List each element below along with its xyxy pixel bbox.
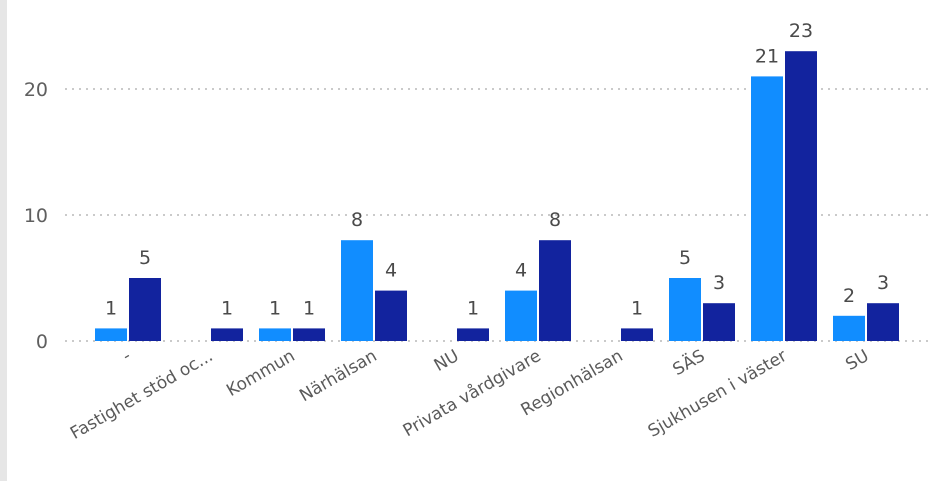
- bar-series2-2: [293, 328, 325, 341]
- x-category-label-4: NU: [431, 346, 463, 376]
- data-label-series2-9: 3: [877, 272, 889, 294]
- x-category-label-0: -: [119, 346, 134, 366]
- bar-series2-0: [129, 278, 161, 341]
- data-label-series2-2: 1: [303, 297, 315, 319]
- bar-series2-8: [785, 51, 817, 341]
- bar-series2-9: [867, 303, 899, 341]
- data-label-series1-3: 8: [351, 209, 363, 231]
- data-label-series2-3: 4: [385, 260, 397, 282]
- bar-series1-8: [751, 76, 783, 342]
- bar-series1-0: [95, 328, 127, 341]
- data-label-series1-5: 4: [515, 260, 527, 282]
- data-label-series2-5: 8: [549, 209, 561, 231]
- bar-series1-2: [259, 328, 291, 341]
- y-tick-label-10: 10: [24, 205, 48, 227]
- data-label-series1-8: 21: [755, 45, 779, 67]
- bar-series1-3: [341, 240, 373, 341]
- x-category-label-2: Kommun: [223, 346, 298, 401]
- data-label-series1-2: 1: [269, 297, 281, 319]
- bar-series2-7: [703, 303, 735, 341]
- data-label-series1-9: 2: [843, 285, 855, 307]
- bar-series1-7: [669, 278, 701, 341]
- x-category-label-5: Privata vårdgivare: [399, 345, 544, 441]
- data-label-series2-8: 23: [789, 20, 813, 42]
- bar-series2-3: [375, 290, 407, 341]
- bar-series2-4: [457, 328, 489, 341]
- bar-series2-6: [621, 328, 653, 341]
- bar-series2-1: [211, 328, 243, 341]
- x-category-label-8: Sjukhusen i väster: [645, 346, 791, 442]
- data-label-series2-0: 5: [139, 247, 151, 269]
- bar-series1-9: [833, 315, 865, 341]
- bar-series2-5: [539, 240, 571, 341]
- data-label-series2-4: 1: [467, 297, 479, 319]
- data-label-series2-1: 1: [221, 297, 233, 319]
- x-category-label-1: Fastighet stöd oc...: [67, 346, 216, 444]
- bar-series1-5: [505, 290, 537, 341]
- y-tick-label-0: 0: [36, 331, 48, 353]
- x-category-label-7: SÄS: [669, 345, 709, 380]
- data-label-series1-7: 5: [679, 247, 691, 269]
- y-tick-label-20: 20: [24, 79, 48, 101]
- x-category-label-3: Närhälsan: [296, 346, 380, 406]
- x-category-label-9: SU: [842, 346, 872, 375]
- data-label-series2-6: 1: [631, 297, 643, 319]
- data-label-series1-0: 1: [105, 297, 117, 319]
- panel-left-border: [0, 0, 7, 481]
- data-label-series2-7: 3: [713, 272, 725, 294]
